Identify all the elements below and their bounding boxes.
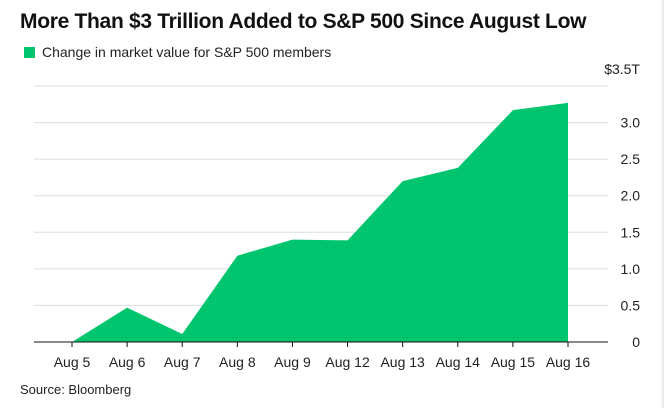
x-tick-label: Aug 16	[546, 354, 591, 370]
x-tick-label: Aug 6	[109, 354, 146, 370]
y-tick-label: 2.0	[621, 188, 641, 204]
y-tick-label: 1.5	[621, 224, 641, 240]
y-tick-label: 0.5	[621, 297, 641, 313]
y-tick-label: $3.5T	[604, 61, 640, 77]
source-note: Source: Bloomberg	[20, 382, 132, 397]
x-tick-label: Aug 14	[436, 354, 481, 370]
x-tick-label: Aug 5	[54, 354, 91, 370]
chart-title: More Than $3 Trillion Added to S&P 500 S…	[20, 10, 587, 33]
y-tick-label: 2.5	[621, 151, 641, 167]
y-tick-label: 3.0	[621, 115, 641, 131]
x-tick-label: Aug 12	[325, 354, 370, 370]
x-tick-label: Aug 8	[219, 354, 256, 370]
y-tick-label: 1.0	[621, 261, 641, 277]
page-edge-shadow	[660, 0, 664, 408]
y-tick-label: 0	[632, 334, 640, 350]
plot-area	[71, 102, 569, 343]
x-tick-label: Aug 9	[274, 354, 311, 370]
area-series	[72, 102, 568, 342]
x-tick-label: Aug 7	[164, 354, 201, 370]
x-tick-label: Aug 13	[380, 354, 425, 370]
legend-label: Change in market value for S&P 500 membe…	[42, 44, 332, 60]
legend-swatch	[24, 46, 35, 58]
legend: Change in market value for S&P 500 membe…	[24, 44, 331, 60]
x-tick-label: Aug 15	[491, 354, 536, 370]
axes: 0 0.5 1.0 1.5 2.0 2.5 3.0 $3.5T Aug 5 Aug 6 Aug 7 A…	[34, 61, 640, 370]
